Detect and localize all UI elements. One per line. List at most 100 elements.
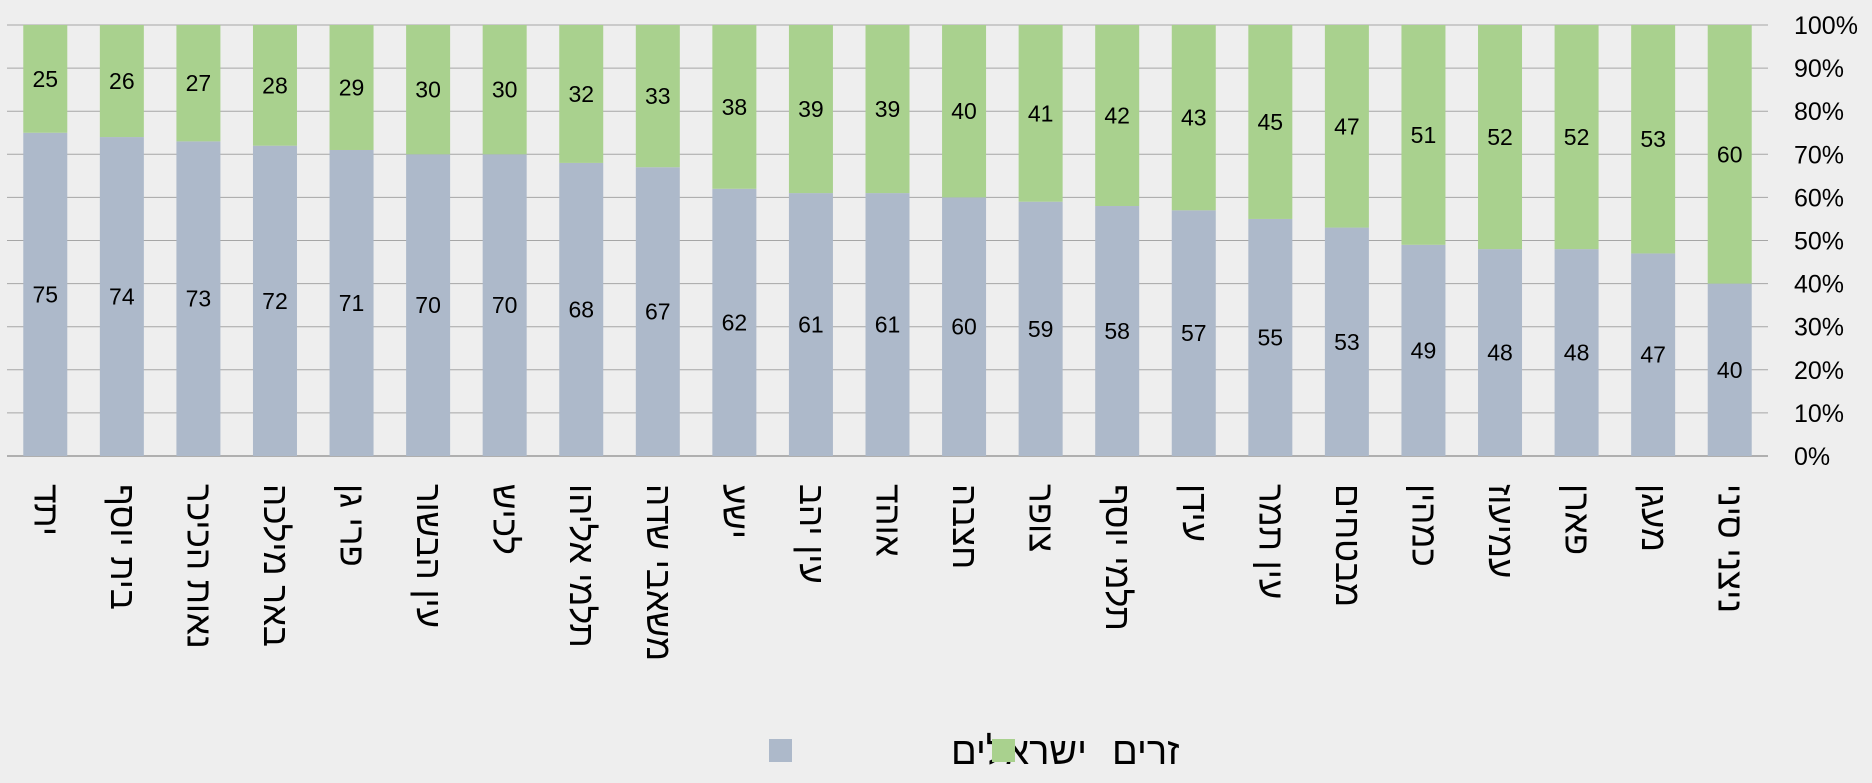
bar-segment (1095, 25, 1140, 207)
bar-segment (1478, 249, 1523, 456)
bar-segment (1324, 227, 1369, 456)
legend-label: ישראלים (951, 731, 1087, 773)
bar-segment (788, 25, 833, 194)
bar-segment (712, 25, 757, 189)
bar-segment (1324, 25, 1369, 228)
bars: 75 25 74 26 73 27 72 28 71 29 70 30 70 30 68 32 67 33 62 38… (23, 25, 1752, 457)
y-tick-label: 50% (1794, 228, 1844, 256)
data-label: 71 (339, 290, 365, 316)
data-label: 61 (875, 312, 901, 338)
category-label: צופר (1022, 484, 1061, 552)
data-label: 26 (109, 68, 135, 94)
bar-segment (406, 154, 451, 457)
category-label: עין הבשור (409, 484, 448, 628)
category-label: נאות הכיכר (179, 484, 218, 649)
bar-segment (99, 25, 144, 138)
data-label: 70 (492, 292, 518, 318)
data-label: 38 (722, 94, 748, 120)
bar-segment (176, 25, 221, 142)
bar-segment (1018, 25, 1063, 202)
data-label: 48 (1564, 340, 1590, 366)
bar-segment (99, 137, 144, 456)
category-label: יתד (26, 484, 65, 536)
bar-segment (406, 25, 451, 155)
category-label: פארן (1558, 484, 1597, 555)
data-label: 41 (1028, 100, 1054, 126)
bar-segment (1248, 218, 1293, 456)
category-label: בית יוסף (103, 484, 142, 610)
bar-segment (482, 25, 527, 155)
data-label: 30 (492, 77, 518, 103)
data-label: 48 (1487, 340, 1513, 366)
category-label: כמהין (1404, 484, 1443, 567)
y-tick-label: 40% (1794, 271, 1844, 299)
data-label: 61 (798, 312, 824, 338)
category-label: מבטחים (1328, 484, 1367, 607)
bar-segment (559, 162, 604, 457)
bar-segment (1018, 201, 1063, 456)
bar-segment (559, 25, 604, 163)
category-label: עידן (1175, 484, 1214, 542)
bar-segment (176, 141, 221, 456)
bar-segment (252, 145, 297, 456)
category-label: חצבה (945, 484, 984, 569)
bar-segment (865, 193, 910, 456)
category-label: תלמי אליהו (562, 484, 601, 648)
bar-segment (635, 167, 680, 457)
category-label: ניצני סיני (1711, 484, 1750, 613)
data-label: 32 (568, 81, 594, 107)
bar-segment (252, 25, 297, 146)
data-label: 68 (568, 296, 594, 322)
y-tick-label: 30% (1794, 314, 1844, 342)
category-label: תלמי יוסף (1098, 484, 1137, 631)
data-label: 73 (186, 286, 212, 312)
legend-label: זרים (1112, 731, 1179, 773)
data-label: 47 (1334, 113, 1360, 139)
category-label: באר מילכה (256, 484, 295, 647)
category-label: עמיעוז (1481, 484, 1520, 578)
category-label: ישע (715, 484, 754, 539)
bar-segment (23, 25, 68, 133)
bar-segment (1478, 25, 1523, 250)
data-label: 40 (951, 98, 977, 124)
bar-segment (1554, 249, 1599, 456)
data-label: 60 (1717, 141, 1743, 167)
bar-segment (1631, 253, 1676, 456)
data-label: 62 (722, 309, 748, 335)
category-label: משאבי שדה (639, 484, 678, 661)
data-label: 29 (339, 74, 365, 100)
category-label: פרי גן (333, 484, 372, 567)
bar-segment (788, 193, 833, 456)
bar-segment (712, 188, 757, 456)
data-label: 52 (1487, 124, 1513, 150)
bar-segment (1171, 210, 1216, 456)
data-label: 43 (1181, 105, 1207, 131)
data-label: 33 (645, 83, 671, 109)
bar-segment (329, 25, 374, 150)
bar-segment (635, 25, 680, 168)
bar-segment (865, 25, 910, 194)
bar-segment (942, 25, 987, 198)
data-label: 74 (109, 284, 135, 310)
data-label: 70 (415, 292, 441, 318)
y-tick-label: 70% (1794, 141, 1844, 169)
y-tick-label: 100% (1794, 12, 1858, 40)
bar-segment (23, 132, 68, 456)
data-label: 57 (1181, 320, 1207, 346)
y-tick-label: 60% (1794, 184, 1844, 212)
data-label: 52 (1564, 124, 1590, 150)
y-tick-label: 90% (1794, 55, 1844, 83)
data-label: 39 (875, 96, 901, 122)
data-label: 28 (262, 72, 288, 98)
x-axis: יתד בית יוסף נאות הכיכר באר מילכה פרי גן עין … (26, 484, 1749, 661)
y-tick-label: 20% (1794, 357, 1844, 385)
data-label: 45 (1258, 109, 1284, 135)
bar-segment (1554, 25, 1599, 250)
data-label: 47 (1640, 342, 1666, 368)
data-label: 40 (1717, 357, 1743, 383)
data-label: 58 (1104, 318, 1130, 344)
data-label: 51 (1411, 122, 1437, 148)
data-label: 30 (415, 77, 441, 103)
bar-segment (1401, 244, 1446, 456)
